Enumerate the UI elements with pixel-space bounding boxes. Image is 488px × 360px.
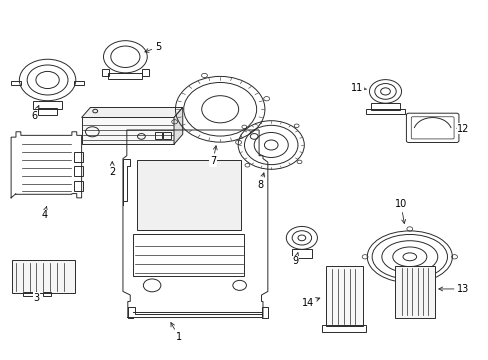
Bar xyxy=(394,266,434,318)
Bar xyxy=(325,266,362,327)
Text: 7: 7 xyxy=(209,146,217,166)
Text: 12: 12 xyxy=(456,124,468,134)
Bar xyxy=(136,160,241,230)
Bar xyxy=(74,152,83,162)
Polygon shape xyxy=(174,108,183,144)
Text: 2: 2 xyxy=(109,162,115,177)
Bar xyxy=(291,249,311,258)
Text: 8: 8 xyxy=(257,173,264,190)
Text: 10: 10 xyxy=(394,199,407,224)
Text: 4: 4 xyxy=(41,207,47,220)
Bar xyxy=(74,166,83,176)
Bar xyxy=(33,102,62,109)
Bar xyxy=(366,109,404,114)
Text: 9: 9 xyxy=(292,253,298,266)
Bar xyxy=(142,69,148,76)
Text: 13: 13 xyxy=(438,284,468,294)
Bar xyxy=(23,292,35,296)
Text: 5: 5 xyxy=(144,42,161,53)
Bar xyxy=(370,103,399,110)
Bar xyxy=(154,132,162,139)
Bar xyxy=(11,81,21,85)
Text: 1: 1 xyxy=(171,323,182,342)
Bar xyxy=(42,292,51,296)
Polygon shape xyxy=(81,108,183,117)
Bar xyxy=(102,69,109,76)
Text: 14: 14 xyxy=(301,297,319,307)
Bar xyxy=(322,325,366,332)
Bar xyxy=(12,260,75,293)
Bar xyxy=(163,132,170,139)
Bar xyxy=(132,234,244,276)
Bar xyxy=(74,81,84,85)
Bar xyxy=(108,73,142,79)
Bar xyxy=(38,108,57,115)
Text: 6: 6 xyxy=(31,105,39,121)
Bar xyxy=(81,117,174,144)
Text: 3: 3 xyxy=(33,292,40,303)
Text: 11: 11 xyxy=(350,83,366,93)
Bar xyxy=(74,181,83,191)
